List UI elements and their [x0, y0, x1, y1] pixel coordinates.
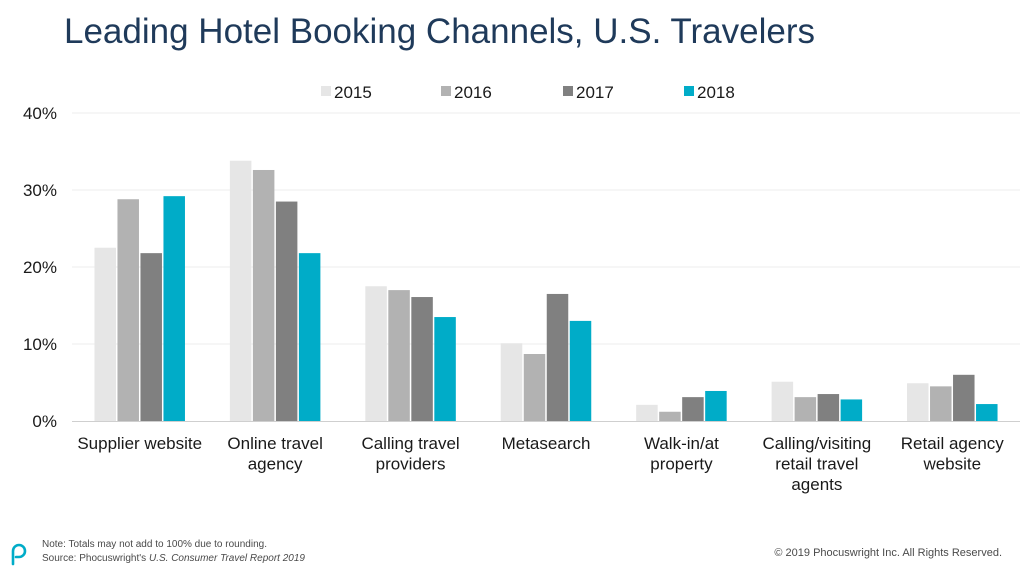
y-tick-label: 20% [23, 258, 57, 277]
footnote: Note: Totals may not add to 100% due to … [42, 538, 305, 566]
bar-2017 [817, 394, 840, 421]
bar-2015 [365, 286, 387, 421]
bar-2016 [252, 169, 275, 421]
bar-2015 [500, 343, 523, 421]
bar-2015 [636, 404, 658, 421]
y-axis-tick-labels: 0% 10% 20% 30% 40% [23, 104, 57, 431]
x-category-label: Metasearch [502, 434, 591, 453]
legend-label-2016: 2016 [454, 83, 492, 102]
bar-2016 [794, 397, 817, 421]
bar-2018 [569, 320, 592, 421]
bar-2017 [546, 293, 569, 421]
legend: 2015 2016 2017 2018 [321, 83, 735, 102]
x-category-label: Walk-in/at property [644, 434, 719, 474]
bar-2016 [659, 411, 681, 421]
bars [94, 160, 998, 422]
legend-label-2017: 2017 [576, 83, 614, 102]
bar-2018 [976, 404, 998, 421]
source-prefix: Source: Phocuswright's [42, 553, 149, 564]
y-tick-label: 40% [23, 104, 57, 123]
bar-2015 [907, 383, 929, 421]
x-category-label: Supplier website [77, 434, 202, 453]
bar-2015 [771, 381, 794, 421]
bar-2018 [163, 196, 185, 421]
footnote-source: Source: Phocuswright's U.S. Consumer Tra… [42, 552, 305, 566]
source-title: U.S. Consumer Travel Report 2019 [148, 553, 305, 564]
bar-2018 [840, 399, 863, 421]
bar-2017 [140, 253, 162, 421]
bar-2015 [229, 160, 252, 422]
x-category-label: Calling/visiting retail travel agents [763, 434, 872, 494]
bar-2017 [411, 297, 433, 421]
y-tick-label: 0% [32, 412, 57, 431]
footnote-note: Note: Totals may not add to 100% due to … [42, 539, 267, 550]
bar-2017 [682, 397, 704, 421]
bar-2017 [953, 374, 975, 421]
gridlines [72, 112, 1020, 345]
y-tick-label: 30% [23, 181, 57, 200]
legend-swatch-2017 [563, 86, 573, 96]
x-category-label: Retail agency website [901, 434, 1005, 474]
phocuswright-logo-icon [8, 543, 30, 572]
bar-chart: 0% 10% 20% 30% 40% Supplier website Online tr… [23, 83, 1020, 494]
bar-2016 [523, 354, 546, 421]
x-axis-category-labels: Supplier website Online travel agency Calli… [77, 434, 1004, 494]
x-category-label: Calling travel providers [361, 434, 459, 474]
legend-label-2015: 2015 [334, 83, 372, 102]
y-tick-label: 10% [23, 335, 57, 354]
bar-2018 [434, 317, 456, 421]
legend-swatch-2015 [321, 86, 331, 96]
legend-swatch-2016 [441, 86, 451, 96]
bar-2016 [930, 386, 952, 421]
bar-2016 [117, 199, 139, 421]
copyright: © 2019 Phocuswright Inc. All Rights Rese… [774, 547, 1002, 559]
bar-2018 [298, 253, 321, 421]
x-category-label: Online travel agency [227, 434, 322, 474]
bar-2015 [94, 247, 116, 421]
chart-title: Leading Hotel Booking Channels, U.S. Tra… [64, 12, 815, 51]
legend-label-2018: 2018 [697, 83, 735, 102]
bar-2016 [388, 290, 410, 421]
bar-2018 [705, 390, 727, 421]
legend-swatch-2018 [684, 86, 694, 96]
bar-2017 [275, 201, 298, 421]
